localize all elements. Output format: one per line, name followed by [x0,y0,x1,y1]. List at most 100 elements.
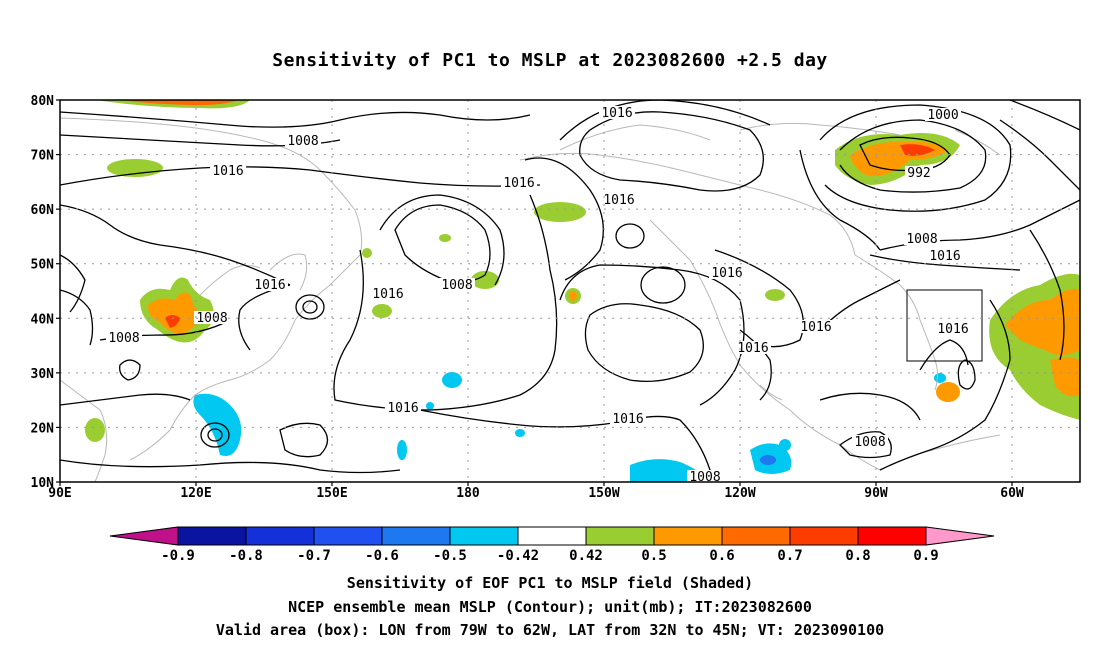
contour-label: 992 [907,166,930,181]
lat-label: 70N [31,149,55,164]
colorbar-tick-label: 0.7 [777,548,802,564]
contour-label-bg [194,311,230,324]
contour-label-bg [210,164,246,177]
lat-lon-grid [60,100,1080,482]
colorbar-cell [313,526,383,546]
colorbar-tick-label: -0.6 [365,548,399,564]
lon-label: 150W [588,486,619,501]
colorbar-tick-label: -0.9 [161,548,195,564]
caption-valid-area: Valid area (box): LON from 79W to 62W, L… [215,621,885,639]
colorbar-tick-label: -0.8 [229,548,263,564]
lat-label: 50N [31,258,55,273]
lat-label: 80N [31,94,55,109]
lon-label: 120E [180,486,211,501]
valid-area-box [906,289,983,362]
contour-label-bg [106,331,142,344]
contour-label-bg [935,322,971,335]
contour-label-bg [927,249,963,262]
lon-label-layer: 90E 120E 150E 180 150W 120W 90W 60W [48,486,1024,501]
contour-label-bg [687,470,723,482]
colorbar-cell [449,526,519,546]
contour-label: 1016 [929,249,960,264]
contour-label-bg [439,278,475,291]
contour-label: 1016 [800,320,831,335]
contour-label: 1008 [689,470,720,485]
contour-label-bg [852,435,888,448]
colorbar-cell [177,526,247,546]
contour-label-bg [252,278,288,291]
contour-label-bg [904,232,940,245]
axis-ticks [56,99,1013,486]
contour-label: 1016 [503,176,534,191]
lat-label: 60N [31,203,55,218]
contour-label: 1016 [603,193,634,208]
colorbar-cell [585,526,655,546]
contour-label-bg [798,320,834,333]
contour-label: 1008 [906,232,937,247]
contour-label: 1016 [387,401,418,416]
lon-label: 90W [864,486,888,501]
lon-label: 120W [724,486,755,501]
colorbar-cell [653,526,723,546]
colorbar-tick-label: 0.5 [641,548,666,564]
contour-label: 1016 [612,412,643,427]
map-title: Sensitivity of PC1 to MSLP at 2023082600… [272,50,828,71]
contour-label: 1008 [108,331,139,346]
colorbar-cell [721,526,791,546]
lon-label: 90E [48,486,71,501]
contour-label: 1016 [711,266,742,281]
sensitivity-shading [85,100,1080,482]
contour-label-bg [501,176,537,189]
contour-label-layer: 1008 1016 1016 1016 1016 1008 1008 1016 1016 1016… [106,106,971,485]
contour-label-bg [599,106,635,119]
lat-label: 30N [31,367,55,382]
contour-label: 1008 [287,134,318,149]
colorbar-labels: -0.9 -0.8 -0.7 -0.6 -0.5 -0.42 0.42 0.5 0.6 0.7 0.… [161,548,939,564]
contour-label-bg [905,166,933,179]
colorbar-tick-label: -0.42 [497,548,539,564]
colorbar-cell-low-extend [109,526,179,546]
colorbar-cell [245,526,315,546]
contour-label: 1016 [937,322,968,337]
colorbar-tick-label: 0.42 [569,548,603,564]
contour-label-bg [370,287,406,300]
colorbar-tick-label: 0.8 [845,548,870,564]
contour-label: 1016 [601,106,632,121]
lon-label: 180 [456,486,480,501]
lat-label: 40N [31,312,55,327]
lat-label-layer: 80N 70N 60N 50N 40N 30N 20N 10N [31,94,55,491]
colorbar-cell-high-extend [925,526,995,546]
colorbar-tick-label: 0.6 [709,548,734,564]
colorbar-cell [857,526,927,546]
contour-label-bg [285,134,321,147]
contour-label-bg [735,341,771,354]
contour-label-bg [601,193,637,206]
mslp-contours [60,100,1080,482]
lat-label: 10N [31,476,55,491]
lon-label: 150E [316,486,347,501]
contour-label: 1016 [372,287,403,302]
contour-label-bg [610,412,646,425]
contour-label: 1000 [927,108,958,123]
contour-label: 1016 [254,278,285,293]
contour-label: 1016 [212,164,243,179]
colorbar-tick-label: -0.5 [433,548,467,564]
contour-label-bg [385,401,421,414]
colorbar-cell [517,526,587,546]
colorbar-cell [381,526,451,546]
contour-label: 1016 [737,341,768,356]
colorbar-tick-label: -0.7 [297,548,331,564]
contour-label-bg [709,266,745,279]
colorbar-cell [789,526,859,546]
lon-label: 60W [1000,486,1024,501]
colorbar-tick-label: 0.9 [913,548,938,564]
contour-label: 1008 [854,435,885,450]
lat-label: 20N [31,421,55,436]
caption-shaded: Sensitivity of EOF PC1 to MSLP field (Sh… [346,574,754,592]
caption-contour: NCEP ensemble mean MSLP (Contour); unit(… [288,598,812,616]
colorbar-cells [109,526,995,546]
contour-label-bg [925,108,961,121]
map-frame [59,99,1081,483]
